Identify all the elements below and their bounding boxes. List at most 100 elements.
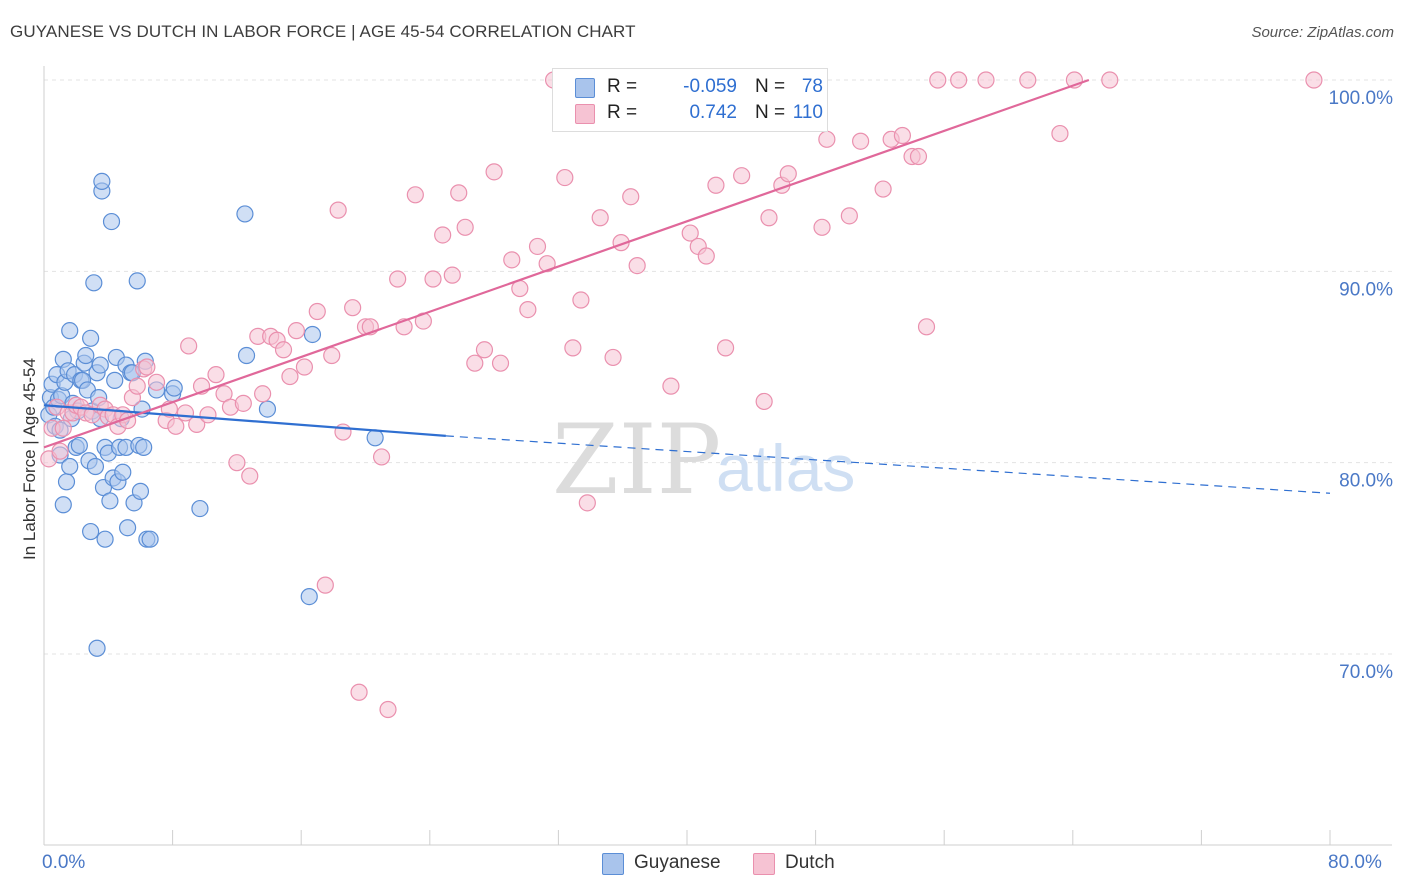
dutch-point <box>334 423 352 441</box>
dutch-point <box>372 448 391 466</box>
dutch-point <box>716 339 735 357</box>
guyanese-point <box>54 496 72 514</box>
guyanese-point <box>86 457 105 476</box>
y-tick-label-70: 70.0% <box>1339 662 1393 683</box>
guyanese-point <box>237 346 256 365</box>
y-tick-label-90: 90.0% <box>1339 279 1393 300</box>
dutch-point <box>572 291 590 309</box>
dutch-point <box>424 270 442 288</box>
guyanese-point <box>165 379 183 397</box>
chart-title: GUYANESE VS DUTCH IN LABOR FORCE | AGE 4… <box>10 22 636 41</box>
dutch-point <box>950 71 968 89</box>
guyanese-swatch <box>575 78 595 98</box>
dutch-swatch <box>575 104 595 124</box>
guyanese-legend-label: Guyanese <box>634 852 721 873</box>
dutch-point <box>707 176 725 194</box>
dutch-point <box>528 237 547 256</box>
guyanese-point <box>128 272 146 290</box>
guyanese-point <box>131 482 150 500</box>
dutch-point <box>138 358 156 376</box>
dutch-point <box>241 467 259 485</box>
guyanese-point <box>236 205 254 223</box>
dutch-point <box>977 71 995 89</box>
dutch-point <box>316 576 334 594</box>
guyanese-point <box>258 400 277 418</box>
dutch-point <box>697 247 715 265</box>
dutch-point <box>662 377 680 395</box>
n-label: N = <box>755 102 786 123</box>
n-label: N = <box>755 76 786 97</box>
dutch-point <box>591 209 609 227</box>
guyanese-point <box>85 274 103 292</box>
dutch-point <box>199 406 217 424</box>
dutch-point <box>350 683 368 701</box>
dutch-point <box>564 339 582 357</box>
dutch-point <box>167 417 185 435</box>
guyanese-point <box>61 322 79 340</box>
dutch-point <box>389 270 407 288</box>
dutch-point <box>207 366 225 384</box>
dutch-point <box>1101 71 1119 89</box>
dutch-legend-label: Dutch <box>785 852 835 873</box>
dutch-point <box>51 442 69 460</box>
grid-layer <box>43 66 1392 846</box>
dutch-point <box>760 209 778 227</box>
guyanese-point <box>96 530 114 548</box>
dutch-point <box>578 494 596 512</box>
x-tick-label-max: 80.0% <box>1328 852 1382 873</box>
dutch-point <box>329 201 347 219</box>
dutch-point <box>228 454 246 472</box>
dutch-point <box>295 358 314 376</box>
guyanese-point <box>141 530 159 548</box>
dutch-point <box>274 341 293 359</box>
dutch-point <box>344 299 362 317</box>
guyanese-point <box>82 329 100 347</box>
guyanese-point <box>101 492 119 510</box>
r-label: R = <box>607 76 638 97</box>
r-value: -0.059 <box>683 76 737 97</box>
dutch-point <box>1051 124 1069 143</box>
dutch-point <box>234 394 252 412</box>
watermark-atlas: atlas <box>716 431 855 505</box>
dutch-point <box>485 163 503 181</box>
n-value: 110 <box>792 102 823 123</box>
y-tick-label-80: 80.0% <box>1339 471 1393 492</box>
dutch-point <box>917 318 936 336</box>
guyanese-point <box>70 436 88 455</box>
guyanese-point <box>191 499 209 518</box>
dutch-point <box>443 266 461 284</box>
n-value: 78 <box>801 76 823 97</box>
guyanese-point <box>300 587 318 606</box>
dutch-point <box>323 346 341 365</box>
dutch-trend-line <box>43 78 1090 449</box>
guyanese-point <box>82 522 100 541</box>
dutch-point <box>909 147 928 166</box>
dutch-point <box>681 224 699 242</box>
guyanese-point <box>88 639 106 657</box>
guyanese-point <box>303 325 322 344</box>
dutch-point <box>128 377 146 395</box>
tick-layer: 70.0% 80.0% 90.0% 100.0% <box>43 88 1393 845</box>
dutch-point <box>852 132 870 150</box>
guyanese-point <box>106 371 124 389</box>
source-attribution: Source: ZipAtlas.com <box>1251 24 1394 41</box>
guyanese-legend-swatch <box>602 853 624 875</box>
dutch-point <box>434 226 452 244</box>
dutch-point <box>1019 71 1037 89</box>
dutch-point <box>450 184 468 202</box>
dutch-point <box>379 700 397 719</box>
x-tick-label-min: 0.0% <box>42 852 86 873</box>
dutch-point <box>733 167 751 185</box>
dutch-point <box>604 348 622 367</box>
r-label: R = <box>607 102 638 123</box>
dutch-point <box>281 367 299 386</box>
r-value: 0.742 <box>689 102 737 123</box>
dutch-point <box>308 302 326 321</box>
dutch-point <box>622 188 640 206</box>
dutch-point <box>556 168 574 187</box>
watermark-zip: ZIP <box>552 404 721 516</box>
guyanese-trend-extension <box>445 435 1331 494</box>
guyanese-point <box>114 463 132 481</box>
dutch-point <box>254 385 272 403</box>
